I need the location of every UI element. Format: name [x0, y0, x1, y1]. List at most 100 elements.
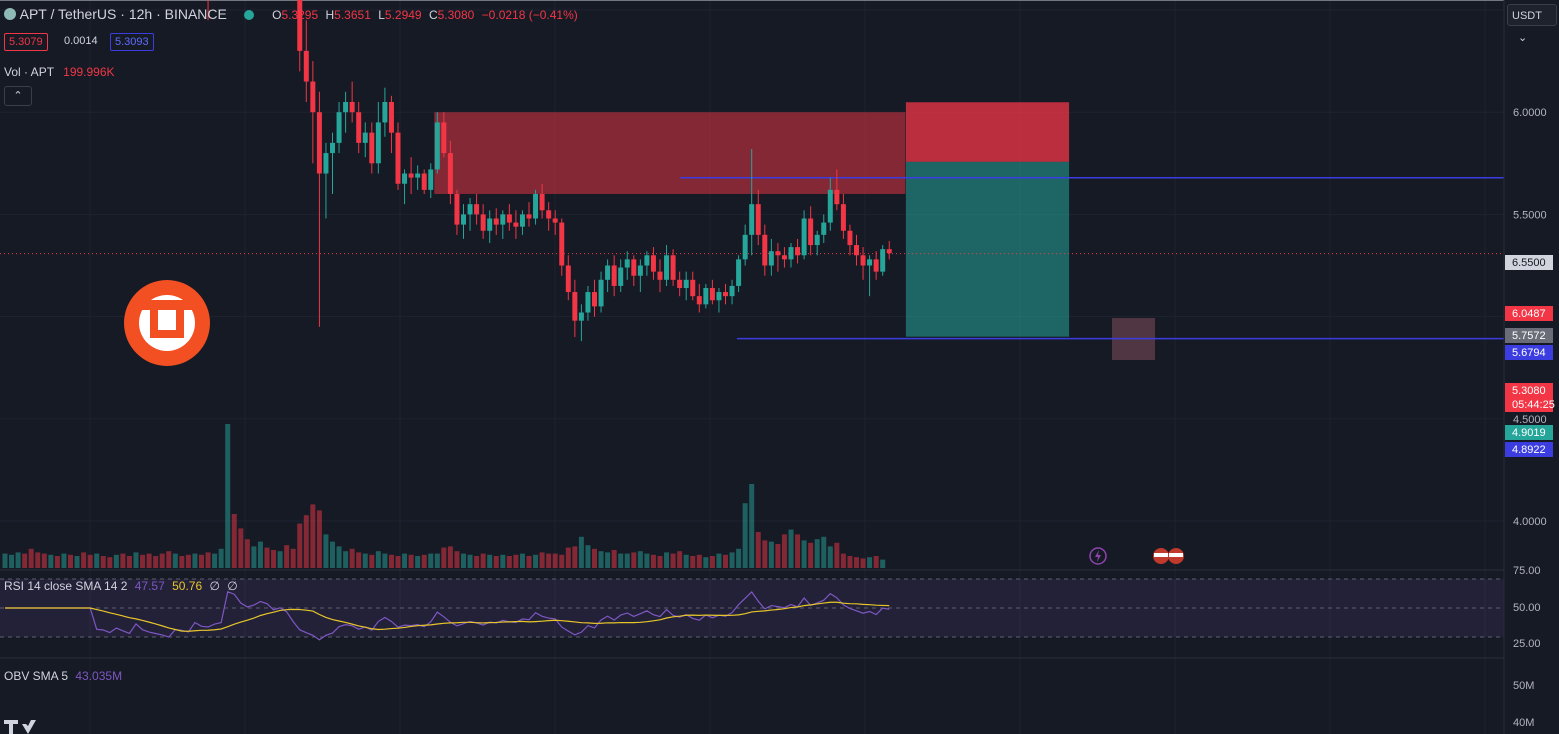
volume-bar — [768, 541, 774, 568]
volume-bar — [854, 557, 859, 568]
candle-body — [297, 0, 303, 51]
candle-body — [408, 173, 414, 178]
price-label-bg — [1505, 425, 1553, 440]
candle-body — [847, 230, 853, 246]
volume-bar — [880, 559, 886, 568]
volume-bar — [316, 510, 322, 568]
price-label-red-sub: 05:44:25 — [1512, 399, 1555, 411]
candle-body — [539, 193, 545, 211]
volume-bar — [22, 553, 28, 568]
price-tick-label: 5.5000 — [1513, 209, 1547, 221]
open-value: 5.3295 — [281, 8, 319, 22]
price-axis[interactable]: 8.50008.00007.50007.00006.50006.00005.50… — [1503, 0, 1547, 734]
volume-bar — [519, 553, 525, 568]
volume-bar — [382, 553, 388, 568]
volume-bar — [120, 553, 126, 568]
price-tick-label: 4.5000 — [1513, 414, 1547, 426]
volume-bar — [716, 553, 722, 568]
candle-body — [736, 259, 742, 286]
volume-bar — [375, 551, 381, 568]
event-icons[interactable] — [1089, 547, 1184, 565]
open-label: O — [272, 8, 282, 22]
candle-body — [592, 292, 597, 307]
volume-bar — [356, 552, 362, 568]
candle-body — [886, 249, 892, 254]
price-label-blue: 4.8922 — [1512, 444, 1546, 456]
candle-body — [474, 204, 480, 215]
currency-selector[interactable]: USDT ⌄ — [1507, 4, 1557, 44]
candle-body — [506, 214, 512, 223]
candle-body — [808, 218, 814, 246]
volume-bar — [526, 556, 532, 568]
candle-body — [821, 222, 827, 235]
volume-bar — [257, 541, 263, 568]
symbol-title[interactable]: APT / TetherUS · 12h · BINANCE — [19, 6, 227, 22]
volume-bar — [670, 553, 676, 568]
candle-body — [755, 204, 761, 235]
volume-bar — [277, 551, 283, 568]
volume-bar — [546, 553, 552, 568]
volume-bar — [729, 552, 735, 568]
volume-bar — [683, 554, 689, 568]
volume-bar — [388, 554, 394, 568]
symbol-icon — [4, 8, 16, 20]
volume-bar — [827, 546, 833, 568]
volume-bar — [611, 550, 617, 568]
candle-body — [519, 214, 525, 227]
volume-bar — [441, 547, 447, 568]
candle-body — [709, 287, 715, 301]
candle-body — [801, 218, 807, 256]
volume-bar — [618, 553, 624, 568]
volume-bar — [736, 548, 742, 568]
volume-bar — [487, 554, 493, 568]
price-tick-label: 6.0000 — [1513, 107, 1547, 119]
candle-body — [343, 101, 349, 113]
price-label-bg — [1505, 442, 1553, 457]
candle-body — [644, 255, 650, 266]
candle-body — [493, 218, 499, 225]
candle-body — [775, 251, 781, 256]
candle-body — [388, 101, 394, 133]
close-value: 5.3080 — [437, 8, 475, 22]
obv-value: 43.035M — [75, 669, 123, 683]
candle-body — [356, 112, 362, 143]
price-axis-labels: 6.5500 6.0487 5.7572 5.6794 5.3080 05:44:25 4.… — [1505, 255, 1555, 457]
ask-price-badge[interactable]: 5.3093 — [110, 33, 154, 51]
volume-bar — [434, 553, 440, 568]
candle-body — [703, 287, 709, 305]
price-label-blue: 5.6794 — [1512, 347, 1546, 359]
bid-price-badge[interactable]: 5.3079 — [4, 33, 48, 51]
volume-bar — [709, 556, 715, 568]
candle-body — [814, 234, 820, 246]
volume-bar — [795, 534, 801, 568]
obv-label[interactable]: OBV SMA 5 — [4, 669, 69, 683]
volume-bar — [231, 514, 237, 568]
volume-bar — [559, 554, 565, 568]
candle-body — [578, 312, 584, 321]
volume-bar — [349, 548, 355, 568]
volume-bar — [677, 551, 683, 568]
candle-body — [316, 112, 322, 174]
candle-body — [421, 173, 427, 190]
volume-bar — [199, 554, 204, 568]
candle-body — [415, 173, 421, 178]
rsi-label[interactable]: RSI 14 close SMA 14 2 — [4, 579, 128, 593]
volume-bar — [238, 528, 244, 568]
volume-bar — [421, 554, 427, 568]
volume-bar — [788, 529, 794, 568]
collapse-button[interactable]: ⌃ — [4, 86, 32, 106]
candle-body — [854, 245, 859, 256]
brand-logo — [124, 280, 210, 366]
volume-bar — [755, 532, 761, 568]
volume-bar — [15, 552, 21, 568]
candle-body — [749, 204, 755, 235]
zone-stop — [905, 102, 1070, 162]
trade-zones — [434, 102, 1155, 360]
volume-bar — [624, 553, 630, 568]
volume-bar — [41, 553, 47, 568]
volume-bar — [703, 557, 709, 568]
candlestick-series — [207, 0, 892, 342]
candle-body — [310, 81, 316, 113]
candle-body — [631, 259, 637, 276]
